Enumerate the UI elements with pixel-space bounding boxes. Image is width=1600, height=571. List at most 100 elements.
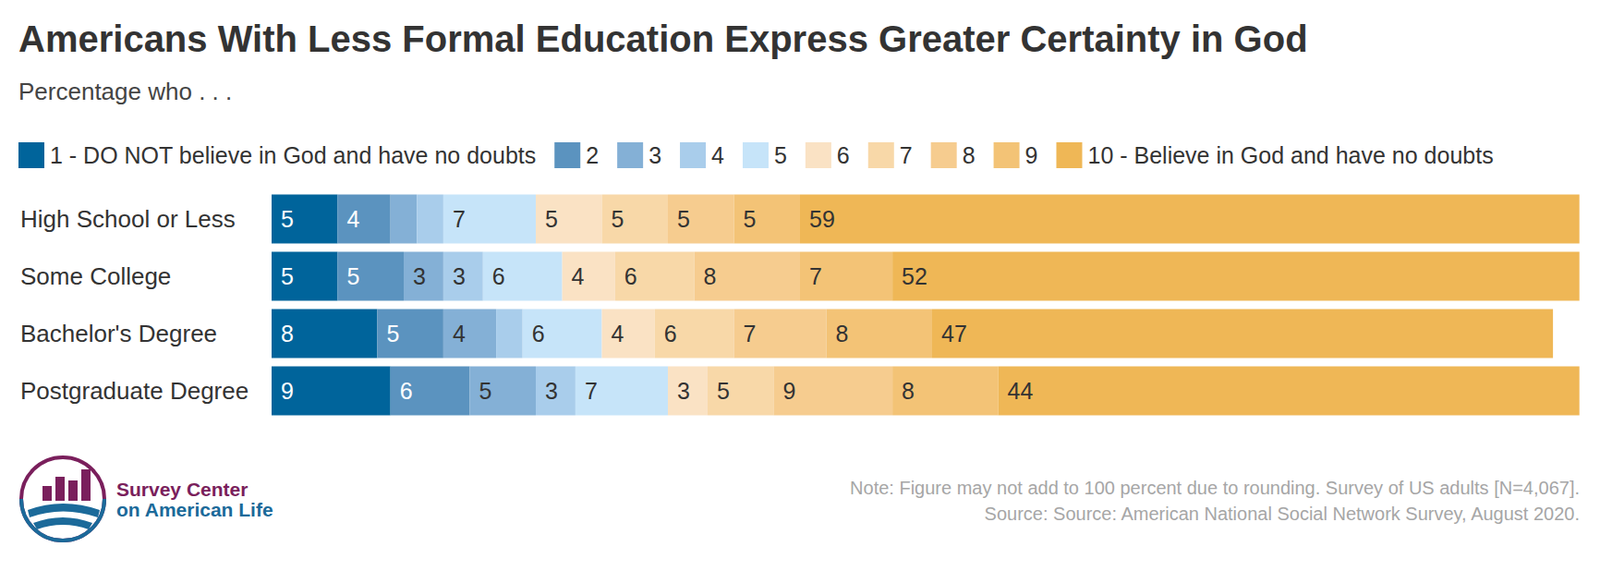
- legend-swatch: [18, 142, 45, 169]
- data-label: 8: [703, 263, 717, 290]
- bar-segment: [892, 252, 1580, 302]
- data-label: 5: [545, 206, 558, 232]
- bar-segment: [390, 366, 471, 416]
- legend-swatch: [1055, 142, 1082, 169]
- data-label: 3: [677, 377, 691, 404]
- legend-label: 10 - Believe in God and have no doubts: [1087, 142, 1493, 169]
- legend-label: 5: [774, 142, 788, 169]
- logo: Survey Centeron American Life: [21, 457, 274, 541]
- category-label: High School or Less: [20, 205, 236, 233]
- bar-segment: [734, 309, 827, 359]
- bar-segment: [403, 252, 444, 302]
- data-label: 5: [479, 377, 493, 404]
- data-label: 7: [584, 377, 598, 404]
- data-label: 4: [611, 320, 625, 347]
- logo-bar: [42, 485, 52, 501]
- logo-bar: [55, 476, 65, 501]
- bar-segment: [443, 252, 484, 302]
- legend-label: 8: [962, 142, 976, 169]
- data-label: 59: [809, 206, 836, 232]
- bar-segment: [773, 366, 893, 416]
- bar-segment: [416, 194, 444, 244]
- bar-segment: [892, 366, 998, 416]
- data-labels: 5475555595533646875285464678479653735984…: [280, 206, 1033, 404]
- logo-ring-lower: [21, 498, 105, 541]
- note: Note: Figure may not add to 100 percent …: [849, 477, 1580, 498]
- data-label: 4: [452, 320, 466, 347]
- data-label: 8: [280, 320, 294, 347]
- legend: 1 - DO NOT believe in God and have no do…: [18, 142, 1494, 169]
- data-label: 9: [782, 377, 796, 404]
- legend-swatch: [993, 142, 1020, 169]
- data-label: 6: [624, 263, 638, 290]
- bar-segment: [271, 366, 391, 416]
- data-label: 9: [280, 377, 294, 404]
- data-label: 44: [1007, 377, 1034, 404]
- legend-label: 9: [1025, 142, 1039, 169]
- chart-root: Americans With Less Formal Education Exp…: [0, 0, 1600, 571]
- bar-segment: [443, 309, 497, 359]
- bar-segment: [496, 309, 523, 359]
- logo-bar: [68, 480, 78, 501]
- logo-wave: [27, 503, 100, 518]
- bar-segment: [667, 366, 708, 416]
- logo-bar: [81, 469, 91, 501]
- data-label: 7: [452, 206, 466, 232]
- bar-segment: [376, 309, 444, 359]
- data-label: 7: [743, 320, 757, 347]
- bar-segment: [522, 309, 603, 359]
- bar-segment: [470, 366, 537, 416]
- legend-label: 3: [648, 142, 662, 169]
- bar-segment: [562, 252, 616, 302]
- legend-swatch: [868, 142, 895, 169]
- data-label: 5: [347, 263, 361, 290]
- data-label: 4: [571, 263, 585, 290]
- bar-segment: [734, 194, 801, 244]
- data-label: 8: [901, 377, 915, 404]
- bar-segment: [800, 194, 1580, 244]
- bar-segment: [800, 252, 893, 302]
- bar-segment: [535, 194, 603, 244]
- legend-swatch: [554, 142, 581, 169]
- legend-swatch: [742, 142, 769, 169]
- bar-segment: [338, 252, 405, 302]
- data-label: 5: [280, 263, 294, 290]
- data-label: 5: [611, 206, 625, 232]
- bar-segment: [602, 194, 669, 244]
- legend-label: 1 - DO NOT believe in God and have no do…: [49, 142, 536, 169]
- bar-segment: [707, 366, 775, 416]
- data-label: 5: [716, 377, 730, 404]
- subtitle: Percentage who . . .: [18, 77, 232, 106]
- data-label: 6: [492, 263, 506, 290]
- bar-segment: [271, 194, 339, 244]
- bar-segment: [443, 194, 536, 244]
- bar-segment: [694, 252, 800, 302]
- data-label: 5: [743, 206, 757, 232]
- data-label: 7: [809, 263, 823, 290]
- legend-label: 6: [836, 142, 850, 169]
- data-label: 6: [400, 377, 413, 404]
- bar-segment: [602, 309, 655, 359]
- data-label: 6: [664, 320, 678, 347]
- bar-segment: [826, 309, 933, 359]
- data-label: 8: [836, 320, 849, 347]
- bar-segment: [390, 194, 418, 244]
- bar-segment: [575, 366, 668, 416]
- data-label: 3: [545, 377, 558, 404]
- data-label: 3: [412, 263, 426, 290]
- bar-segment: [535, 366, 576, 416]
- bar-segment: [998, 366, 1580, 416]
- bar-segment: [932, 309, 1553, 359]
- logo-wave: [33, 517, 93, 530]
- bar-segment: [271, 309, 377, 359]
- logo-text: Survey Center: [116, 478, 248, 500]
- data-label: 47: [941, 320, 968, 347]
- bar-segment: [654, 309, 735, 359]
- legend-label: 4: [711, 142, 725, 169]
- legend-swatch: [931, 142, 958, 169]
- source: Source: Source: American National Social…: [984, 503, 1580, 524]
- logo-text: on American Life: [116, 498, 274, 521]
- data-label: 4: [347, 206, 361, 232]
- data-label: 6: [532, 320, 546, 347]
- data-label: 5: [677, 206, 691, 232]
